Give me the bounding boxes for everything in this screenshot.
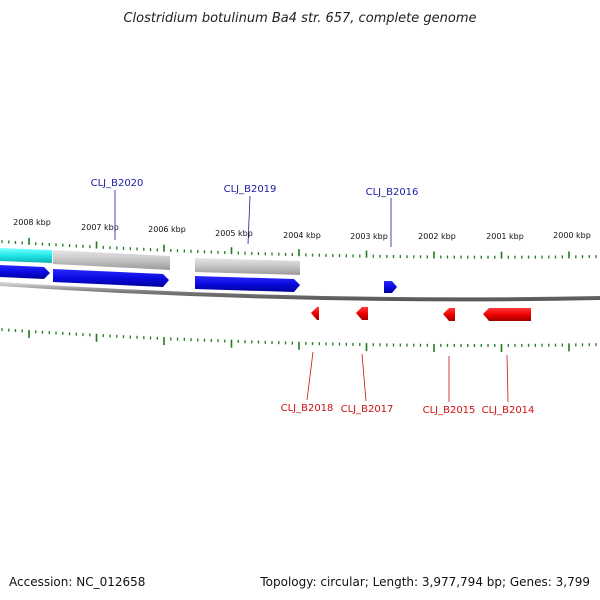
forward-strand-track xyxy=(0,265,397,293)
forward-gene-arrow[interactable] xyxy=(0,265,50,279)
position-label: 2008 kbp xyxy=(13,218,51,227)
reverse-gene-arrow[interactable] xyxy=(311,307,319,320)
forward-gene-arrow[interactable] xyxy=(384,281,397,293)
gene-label-reverse[interactable]: CLJ_B2018 xyxy=(281,403,334,414)
position-label: 2004 kbp xyxy=(283,231,321,240)
leader-line xyxy=(306,351,314,401)
reverse-gene-arrow[interactable] xyxy=(443,308,455,321)
feature-track xyxy=(0,248,300,275)
reverse-gene-arrow[interactable] xyxy=(483,308,531,321)
leader-line xyxy=(247,195,251,245)
highlight-feature[interactable] xyxy=(0,248,52,263)
gray-feature[interactable] xyxy=(53,250,170,270)
outer-tick-ring xyxy=(1,237,597,259)
position-label: 2003 kbp xyxy=(350,232,388,241)
position-label: 2007 kbp xyxy=(81,223,119,232)
inner-tick-ring xyxy=(1,328,597,352)
leader-line xyxy=(506,354,509,403)
gene-label-reverse[interactable]: CLJ_B2014 xyxy=(482,405,535,416)
position-label: 2001 kbp xyxy=(486,232,524,241)
position-label: 2005 kbp xyxy=(215,229,253,238)
gene-labels: CLJ_B2020 CLJ_B2019 CLJ_B2016 CLJ_B2018 … xyxy=(91,178,535,416)
position-labels: 2008 kbp 2007 kbp 2006 kbp 2005 kbp 2004… xyxy=(13,218,591,241)
position-label: 2002 kbp xyxy=(418,232,456,241)
accession-text: Accession: NC_012658 xyxy=(9,575,145,589)
forward-gene-arrow[interactable] xyxy=(195,276,300,292)
gene-label-reverse[interactable]: CLJ_B2015 xyxy=(423,405,476,416)
position-label: 2006 kbp xyxy=(148,225,186,234)
forward-gene-arrow[interactable] xyxy=(53,269,169,287)
position-label: 2000 kbp xyxy=(553,231,591,240)
reverse-gene-arrow[interactable] xyxy=(356,307,368,320)
leader-line xyxy=(361,353,367,402)
genome-backbone xyxy=(0,282,600,302)
map-title: Clostridium botulinum Ba4 str. 657, comp… xyxy=(123,11,476,26)
gray-feature[interactable] xyxy=(195,258,300,275)
gene-label-forward[interactable]: CLJ_B2019 xyxy=(224,184,277,195)
gene-label-forward[interactable]: CLJ_B2020 xyxy=(91,178,144,189)
gene-label-reverse[interactable]: CLJ_B2017 xyxy=(341,404,394,415)
gene-label-leaders xyxy=(114,190,509,403)
reverse-strand-track xyxy=(311,307,531,321)
genome-summary-text: Topology: circular; Length: 3,977,794 bp… xyxy=(259,575,590,589)
gene-label-forward[interactable]: CLJ_B2016 xyxy=(366,187,419,198)
